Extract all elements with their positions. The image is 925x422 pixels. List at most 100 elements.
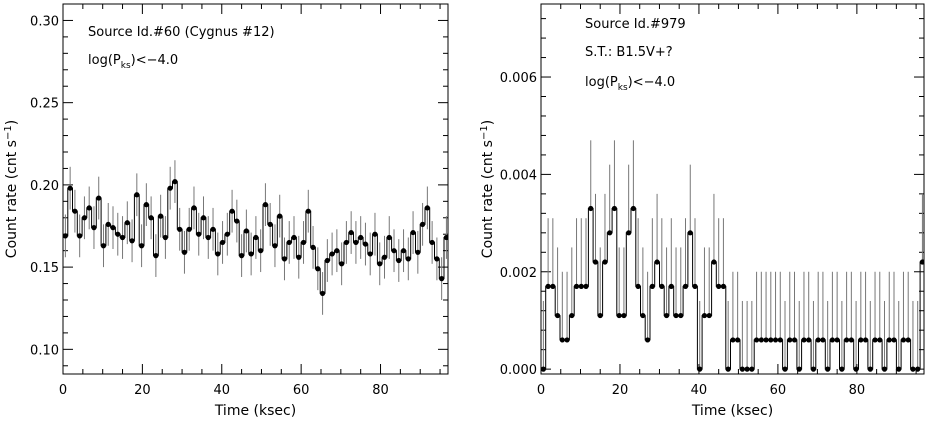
data-point: [649, 283, 655, 289]
data-point: [105, 221, 111, 227]
data-point: [353, 239, 359, 246]
data-point: [305, 208, 311, 214]
data-point: [77, 233, 83, 239]
data-point: [592, 259, 599, 265]
data-point: [81, 215, 88, 221]
data-point: [787, 337, 793, 343]
data-point: [583, 283, 589, 289]
data-point: [782, 366, 788, 372]
data-point: [148, 215, 154, 221]
annotation-text: Source Id.#979: [585, 17, 686, 32]
data-point: [124, 220, 130, 226]
y-axis-label-text: Count rate (cnt s: [480, 140, 496, 258]
data-point: [143, 202, 149, 208]
data-point: [611, 205, 618, 212]
data-layer: [541, 140, 924, 372]
data-point: [191, 205, 197, 211]
data-point: [862, 337, 869, 343]
data-layer: [63, 160, 448, 315]
data-point: [616, 312, 622, 319]
plot-frame: [540, 3, 925, 375]
data-point: [67, 185, 73, 191]
data-point: [872, 337, 878, 343]
left-panel: 0 20 40 60 80 0.10 0.15 0.20 0.25 0.30 Time (ksec)…: [3, 3, 449, 419]
data-point: [815, 337, 821, 343]
data-point: [167, 185, 173, 191]
data-point: [678, 312, 684, 319]
data-point: [791, 337, 798, 343]
data-point: [410, 229, 416, 236]
data-point: [545, 283, 551, 289]
data-point: [654, 259, 660, 265]
data-point: [181, 249, 188, 255]
data-point: [396, 257, 402, 264]
data-point: [358, 234, 364, 241]
data-point: [564, 337, 570, 343]
data-point: [243, 228, 249, 234]
data-point: [377, 261, 383, 267]
data-point: [588, 205, 594, 212]
data-point: [626, 230, 632, 236]
data-point: [630, 205, 636, 212]
data-point: [550, 283, 556, 289]
data-point: [834, 337, 840, 343]
data-point: [881, 366, 888, 372]
data-point: [541, 366, 546, 372]
data-point: [810, 366, 817, 372]
data-point: [692, 283, 698, 289]
data-point: [291, 234, 297, 241]
data-point: [272, 243, 278, 249]
data-point: [559, 337, 565, 343]
annotation-text: )<−4.0: [131, 53, 179, 68]
data-point: [224, 231, 230, 237]
data-point: [262, 202, 269, 208]
data-point: [796, 366, 802, 372]
data-point: [891, 337, 897, 343]
y-tick-label: 0.10: [30, 343, 59, 358]
data-point: [63, 233, 68, 239]
data-point: [711, 259, 717, 265]
data-point: [186, 226, 192, 232]
data-point: [334, 248, 340, 254]
data-point: [829, 337, 835, 343]
x-tick-label: 0: [537, 383, 545, 398]
data-point: [100, 243, 107, 249]
data-point: [682, 283, 689, 289]
right-panel: 0 20 40 60 80 0.000 0.002 0.004 0.006 Time (ksec)…: [479, 3, 925, 419]
data-point: [162, 234, 169, 241]
data-point: [172, 179, 178, 185]
annotation-subscript: ks: [121, 61, 131, 71]
data-point: [424, 205, 430, 211]
y-tick-label: 0.20: [30, 179, 59, 194]
data-point: [72, 208, 78, 214]
data-point: [645, 337, 651, 343]
y-axis-label-text: Count rate (cnt s: [4, 140, 20, 258]
data-point: [210, 226, 216, 232]
data-point: [663, 312, 670, 319]
annotation-text: log(P: [88, 53, 121, 68]
data-point: [324, 257, 330, 264]
x-axis-label: Time (ksec): [214, 403, 296, 418]
data-point: [749, 366, 755, 372]
x-tick-label: 60: [293, 383, 310, 398]
x-tick-label: 60: [770, 383, 787, 398]
y-axis-label-close: ): [480, 120, 496, 125]
data-point: [739, 366, 745, 372]
annotation-subscript: ks: [618, 83, 628, 93]
data-point: [443, 234, 448, 241]
data-point: [277, 213, 283, 219]
data-point: [258, 248, 264, 254]
data-point: [96, 195, 102, 201]
data-point: [319, 290, 326, 297]
data-point: [129, 238, 135, 244]
data-point: [339, 261, 345, 267]
data-point: [367, 251, 373, 257]
data-point: [806, 337, 812, 343]
data-point: [381, 254, 388, 260]
data-point: [91, 225, 97, 231]
data-point: [415, 249, 421, 255]
plot-frame: [62, 3, 449, 375]
y-tick-label: 0.15: [30, 261, 59, 276]
data-point: [296, 254, 302, 260]
data-point: [569, 312, 575, 319]
